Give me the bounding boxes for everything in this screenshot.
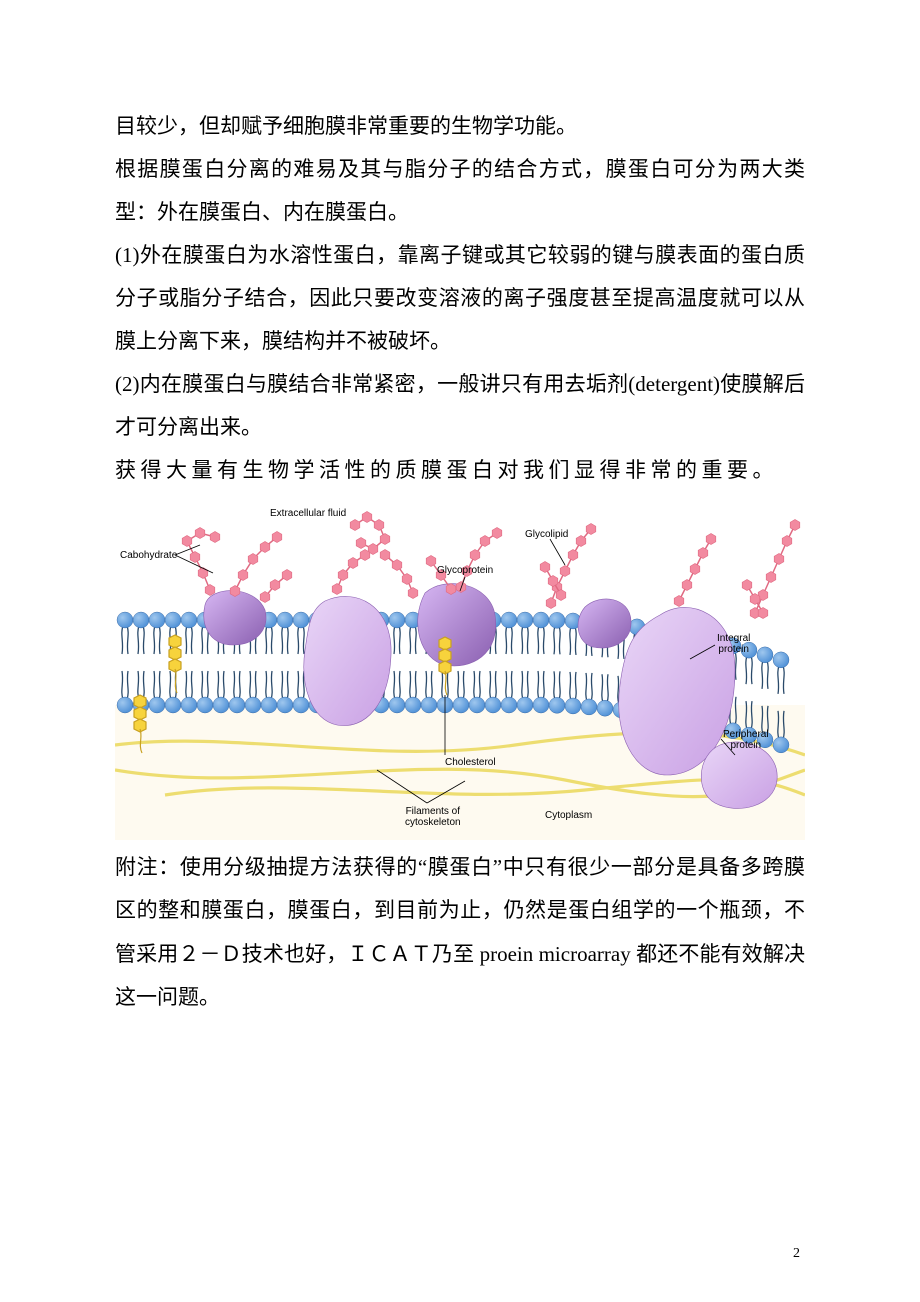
page-number: 2 — [793, 1246, 800, 1262]
label-glycoprotein: Glycoprotein — [437, 565, 493, 576]
paragraph-1: 目较少，但却赋予细胞膜非常重要的生物学功能。 — [115, 105, 805, 148]
paragraph-4: (2)内在膜蛋白与膜结合非常紧密，一般讲只有用去垢剂(detergent)使膜解… — [115, 363, 805, 449]
label-extracellular: Extracellular fluid — [270, 508, 346, 519]
membrane-svg — [115, 495, 805, 840]
label-carbohydrate: Cabohydrate — [120, 550, 177, 561]
page: 目较少，但却赋予细胞膜非常重要的生物学功能。 根据膜蛋白分离的难易及其与脂分子的… — [0, 0, 920, 1302]
label-filaments: Filaments ofcytoskeleton — [405, 806, 461, 828]
label-integral: Integralprotein — [717, 633, 750, 655]
paragraph-3: (1)外在膜蛋白为水溶性蛋白，靠离子键或其它较弱的键与膜表面的蛋白质分子或脂分子… — [115, 234, 805, 363]
label-glycolipid: Glycolipid — [525, 529, 568, 540]
membrane-diagram: Extracellular fluid Cabohydrate Glycopro… — [115, 495, 805, 840]
paragraph-5: 获得大量有生物学活性的质膜蛋白对我们显得非常的重要。 — [115, 449, 805, 492]
label-peripheral: Peripheralprotein — [723, 729, 769, 751]
paragraph-2: 根据膜蛋白分离的难易及其与脂分子的结合方式，膜蛋白可分为两大类型：外在膜蛋白、内… — [115, 148, 805, 234]
label-cholesterol: Cholesterol — [445, 757, 496, 768]
paragraph-6: 附注：使用分级抽提方法获得的“膜蛋白”中只有很少一部分是具备多跨膜区的整和膜蛋白… — [115, 846, 805, 1018]
label-cytoplasm: Cytoplasm — [545, 810, 592, 821]
